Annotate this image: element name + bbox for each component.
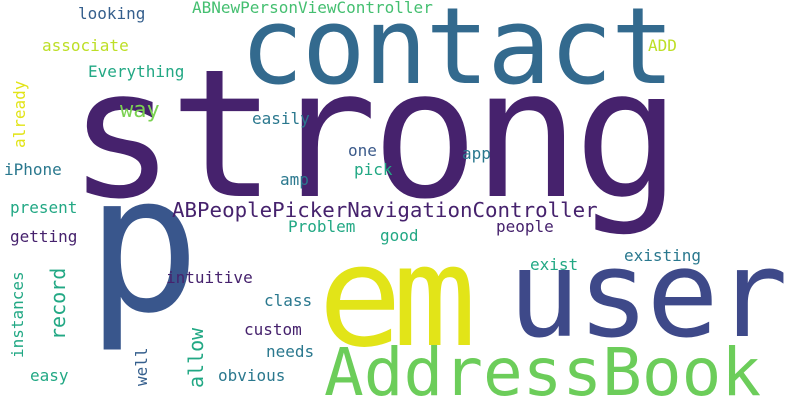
- word-p: p: [86, 134, 201, 355]
- word-amp: amp: [280, 170, 309, 189]
- word-addressbook: AddressBook: [324, 334, 762, 400]
- word-pick: pick: [354, 160, 393, 179]
- word-well: well: [132, 347, 151, 386]
- word-way: way: [120, 98, 160, 123]
- word-iphone: iPhone: [4, 160, 62, 179]
- word-exist: exist: [530, 255, 579, 274]
- word-app: app: [462, 144, 491, 163]
- word-abpeoplepicker: ABPeoplePickerNavigationController: [172, 198, 598, 222]
- word-contact: contact: [240, 0, 675, 108]
- word-custom: custom: [244, 320, 302, 339]
- word-obvious: obvious: [218, 366, 286, 385]
- word-allow: allow: [184, 327, 208, 388]
- word-people: people: [496, 217, 554, 236]
- word-intuitive: intuitive: [166, 268, 253, 287]
- word-user: user: [508, 226, 788, 365]
- word-already: already: [10, 80, 29, 148]
- word-em: em: [318, 216, 477, 379]
- word-strong: strong: [68, 31, 681, 238]
- word-problem: Problem: [288, 217, 356, 236]
- word-easily: easily: [252, 109, 310, 128]
- word-associate: associate: [42, 36, 129, 55]
- word-abnewperson: ABNewPersonViewController: [192, 0, 433, 17]
- word-getting: getting: [10, 227, 78, 246]
- word-record: record: [46, 267, 70, 340]
- word-one: one: [348, 141, 377, 160]
- word-class: class: [264, 291, 313, 310]
- word-good: good: [380, 226, 419, 245]
- word-add: ADD: [648, 36, 677, 55]
- word-needs: needs: [266, 342, 315, 361]
- word-looking: looking: [78, 4, 146, 23]
- word-existing: existing: [624, 246, 702, 265]
- word-easy: easy: [30, 366, 69, 385]
- word-present: present: [10, 198, 78, 217]
- word-everything: Everything: [88, 62, 185, 81]
- word-instances: instances: [8, 271, 27, 358]
